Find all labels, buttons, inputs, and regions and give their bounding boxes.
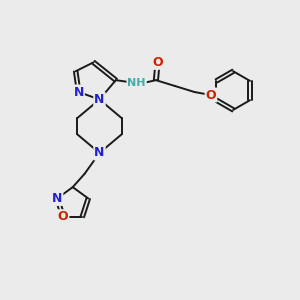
Text: N: N [74, 85, 84, 98]
Text: O: O [206, 88, 216, 101]
Text: O: O [58, 210, 68, 223]
Text: N: N [94, 146, 105, 160]
Text: N: N [94, 93, 105, 106]
Text: N: N [52, 192, 62, 205]
Text: NH: NH [128, 78, 146, 88]
Text: O: O [152, 56, 163, 69]
